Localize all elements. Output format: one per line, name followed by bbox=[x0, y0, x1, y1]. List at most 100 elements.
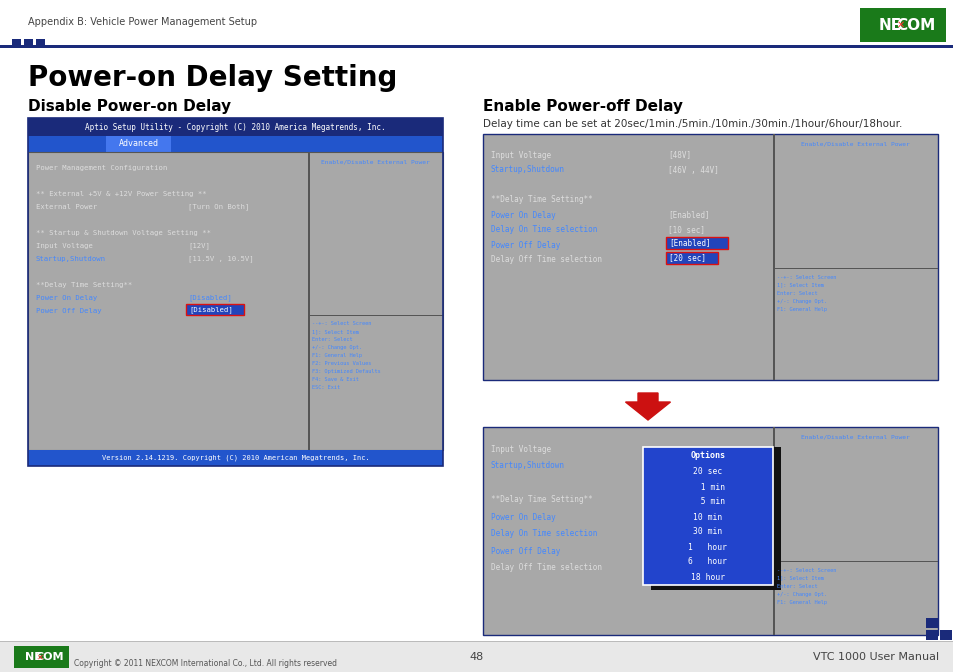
Text: [10 sec]: [10 sec] bbox=[667, 226, 704, 235]
Text: Enable/Disable External Power: Enable/Disable External Power bbox=[321, 159, 430, 165]
Bar bbox=[0, 641, 953, 642]
Text: --+-: Select Screen: --+-: Select Screen bbox=[312, 321, 371, 327]
Bar bbox=[859, 8, 945, 42]
Text: Power On Delay: Power On Delay bbox=[491, 210, 556, 220]
Text: Power On Delay: Power On Delay bbox=[491, 513, 556, 521]
Bar bbox=[28, 136, 442, 152]
Bar bbox=[772, 134, 774, 380]
Text: Disable Power-on Delay: Disable Power-on Delay bbox=[28, 99, 231, 114]
Text: Copyright © 2011 NEXCOM International Co., Ltd. All rights reserved: Copyright © 2011 NEXCOM International Co… bbox=[74, 659, 336, 668]
Text: 1]: Select Item: 1]: Select Item bbox=[776, 576, 823, 581]
Text: [46V , 44V]: [46V , 44V] bbox=[667, 165, 719, 175]
Bar bbox=[772, 427, 774, 635]
Text: Enter: Select: Enter: Select bbox=[776, 584, 817, 589]
Text: Power Off Delay: Power Off Delay bbox=[491, 546, 559, 556]
Text: **Delay Time Setting**: **Delay Time Setting** bbox=[491, 495, 592, 505]
Bar bbox=[925, 630, 937, 640]
Bar bbox=[36, 39, 45, 48]
Text: [Turn On Both]: [Turn On Both] bbox=[188, 204, 249, 210]
Text: Input Voltage: Input Voltage bbox=[36, 243, 92, 249]
Text: COM: COM bbox=[895, 17, 935, 32]
Bar bbox=[12, 39, 21, 48]
Bar bbox=[14, 646, 69, 668]
Text: 6   hour: 6 hour bbox=[688, 558, 727, 566]
Text: Startup,Shutdown: Startup,Shutdown bbox=[491, 165, 564, 175]
Text: Power Management Configuration: Power Management Configuration bbox=[36, 165, 167, 171]
Text: Version 2.14.1219. Copyright (C) 2010 American Megatrends, Inc.: Version 2.14.1219. Copyright (C) 2010 Am… bbox=[102, 455, 369, 461]
Text: External Power: External Power bbox=[36, 204, 97, 210]
Text: F1: General Help: F1: General Help bbox=[776, 599, 826, 605]
Text: Enable/Disable External Power: Enable/Disable External Power bbox=[801, 142, 909, 146]
Bar bbox=[482, 427, 937, 635]
Text: F4: Save & Exit: F4: Save & Exit bbox=[312, 378, 358, 382]
Text: Enable Power-off Delay: Enable Power-off Delay bbox=[482, 99, 682, 114]
Text: [Enabled]: [Enabled] bbox=[668, 239, 710, 247]
Text: 5 min: 5 min bbox=[690, 497, 724, 507]
Text: Enter: Select: Enter: Select bbox=[776, 291, 817, 296]
Text: ✕: ✕ bbox=[896, 20, 903, 30]
Bar bbox=[772, 268, 937, 269]
Bar bbox=[665, 252, 718, 264]
Text: **Delay Time Setting**: **Delay Time Setting** bbox=[36, 282, 132, 288]
Bar bbox=[28, 152, 442, 450]
Text: ** Startup & Shutdown Voltage Setting **: ** Startup & Shutdown Voltage Setting ** bbox=[36, 230, 211, 236]
Bar bbox=[28, 118, 442, 466]
Text: +/-: Change Opt.: +/-: Change Opt. bbox=[776, 592, 826, 597]
Text: [Disabled]: [Disabled] bbox=[188, 294, 232, 301]
Text: Startup,Shutdown: Startup,Shutdown bbox=[491, 462, 564, 470]
Text: [12V]: [12V] bbox=[188, 243, 210, 249]
Text: 30 min: 30 min bbox=[693, 528, 721, 536]
Text: Enter: Select: Enter: Select bbox=[312, 337, 353, 343]
Text: 20 sec: 20 sec bbox=[693, 468, 721, 476]
Text: Input Voltage: Input Voltage bbox=[491, 151, 551, 159]
Text: ESC: Exit: ESC: Exit bbox=[312, 386, 340, 390]
Text: Startup,Shutdown: Startup,Shutdown bbox=[36, 256, 106, 262]
Bar bbox=[925, 618, 937, 628]
Bar bbox=[106, 136, 171, 152]
Text: Input Voltage: Input Voltage bbox=[491, 444, 551, 454]
Text: Delay Off Time selection: Delay Off Time selection bbox=[491, 564, 601, 573]
Text: Appendix B: Vehicle Power Management Setup: Appendix B: Vehicle Power Management Set… bbox=[28, 17, 257, 27]
Text: Power On Delay: Power On Delay bbox=[36, 295, 97, 301]
Bar bbox=[939, 630, 951, 640]
Text: Power Off Delay: Power Off Delay bbox=[491, 241, 559, 249]
Text: VTC 1000 User Manual: VTC 1000 User Manual bbox=[812, 652, 938, 662]
Text: 48: 48 bbox=[470, 652, 483, 662]
Text: 10 min: 10 min bbox=[693, 513, 721, 521]
Text: NE: NE bbox=[878, 17, 901, 32]
Bar bbox=[28, 450, 442, 466]
Text: [11.5V , 10.5V]: [11.5V , 10.5V] bbox=[188, 255, 253, 262]
Text: **Delay Time Setting**: **Delay Time Setting** bbox=[491, 196, 592, 204]
Text: 1]: Select Item: 1]: Select Item bbox=[776, 283, 823, 288]
Bar bbox=[28, 118, 442, 136]
Text: --+-: Select Screen: --+-: Select Screen bbox=[776, 275, 836, 280]
Text: [Enabled]: [Enabled] bbox=[667, 210, 709, 220]
Text: Delay On Time selection: Delay On Time selection bbox=[491, 226, 597, 235]
Text: ✕: ✕ bbox=[37, 653, 44, 661]
Bar bbox=[186, 304, 244, 315]
Text: F3: Optimized Defaults: F3: Optimized Defaults bbox=[312, 370, 380, 374]
Text: F1: General Help: F1: General Help bbox=[776, 307, 826, 312]
Text: 1   hour: 1 hour bbox=[688, 542, 727, 552]
Bar bbox=[0, 642, 953, 672]
Bar bbox=[772, 561, 937, 562]
Text: [48V]: [48V] bbox=[667, 151, 690, 159]
Text: --+-: Select Screen: --+-: Select Screen bbox=[776, 568, 836, 573]
Bar bbox=[642, 447, 772, 585]
Bar bbox=[308, 315, 442, 316]
Text: ** External +5V & +12V Power Setting **: ** External +5V & +12V Power Setting ** bbox=[36, 191, 207, 197]
Text: Enable/Disable External Power: Enable/Disable External Power bbox=[801, 435, 909, 439]
Bar bbox=[650, 447, 781, 590]
Text: +/-: Change Opt.: +/-: Change Opt. bbox=[312, 345, 361, 350]
Text: Power Off Delay: Power Off Delay bbox=[36, 308, 102, 314]
Bar bbox=[24, 39, 33, 48]
Text: COM: COM bbox=[35, 652, 64, 662]
Text: Delay On Time selection: Delay On Time selection bbox=[491, 530, 597, 538]
Text: F2: Previous Values: F2: Previous Values bbox=[312, 362, 371, 366]
Text: 18 hour: 18 hour bbox=[690, 573, 724, 581]
Text: [Disabled]: [Disabled] bbox=[189, 306, 233, 313]
Text: +/-: Change Opt.: +/-: Change Opt. bbox=[776, 299, 826, 304]
Text: Aptio Setup Utility - Copyright (C) 2010 America Megatrends, Inc.: Aptio Setup Utility - Copyright (C) 2010… bbox=[85, 122, 385, 132]
Text: NE: NE bbox=[25, 652, 42, 662]
Text: Advanced: Advanced bbox=[118, 140, 158, 149]
